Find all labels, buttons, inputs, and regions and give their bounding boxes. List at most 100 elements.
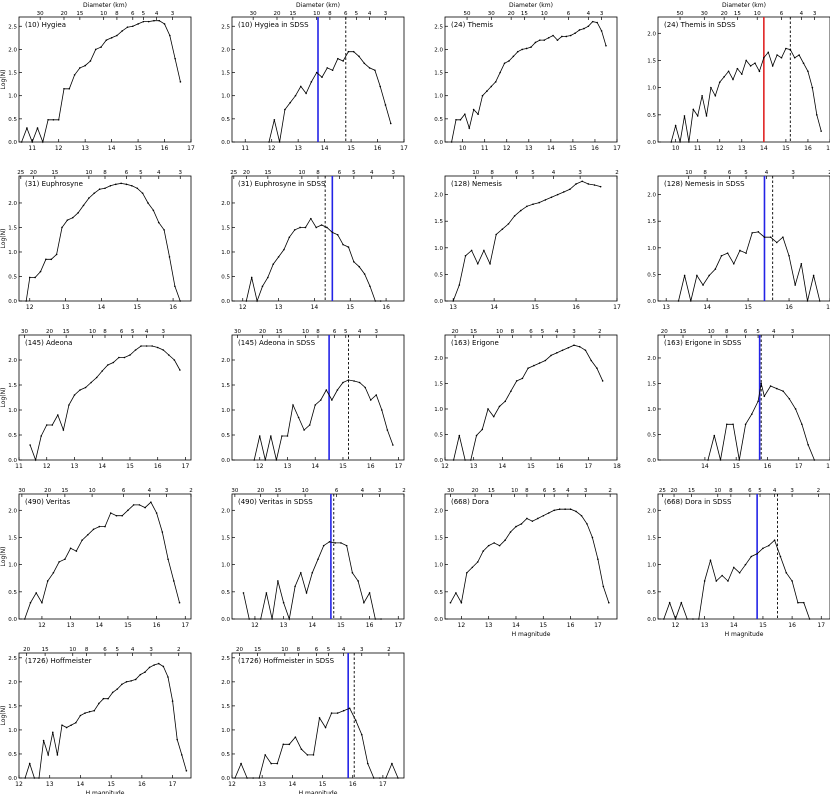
data-point [713,434,716,437]
data-point [40,435,42,437]
y-tick-label: 0.5 [434,272,443,278]
x-tick-label: 17 [181,622,189,629]
data-point [495,233,497,236]
x-tick-label: 15 [133,304,141,311]
x-tick-label: 14 [703,304,711,311]
y-tick-label: 0.0 [221,458,230,464]
data-point [762,547,764,550]
data-point [464,254,467,257]
series-line [245,217,381,303]
data-point [324,726,327,729]
x-tick-label: 13 [258,781,266,788]
y-tick-label: 0.0 [221,140,230,146]
y-tick-label: 2.0 [8,508,17,514]
data-point [272,263,275,266]
data-point [305,92,307,95]
top-tick-label: 4 [358,329,362,335]
x-tick-label: 13 [701,622,709,629]
data-point [596,21,598,24]
x-tick-label: 15 [732,463,740,470]
data-point [347,246,350,248]
data-point [813,459,816,461]
data-point [515,380,518,382]
data-point [331,69,334,72]
y-tick-label: 2.5 [221,24,230,30]
top-tick-label: 5 [552,488,556,494]
data-point [55,253,58,256]
data-point [271,618,273,620]
x-tick-label: 15 [531,304,539,311]
panel-6: 12 13 14 15 16 0.0 0.5 1.0 1.5 2.0 25 20 15 10 8 6 5 4 3 (3… [221,170,405,311]
series-line [29,345,181,462]
top-axis-label: Diameter (km) [509,2,553,9]
data-point [310,81,313,83]
top-tick-label: 20 [452,329,459,335]
data-point [155,512,158,514]
data-point [587,25,590,28]
top-tick-label: 8 [297,647,301,653]
top-axis-label: Diameter (km) [722,2,766,9]
data-point [282,743,285,746]
panel-17: 12 13 14 15 16 17 0.0 0.5 1.0 1.5 2.0 2.5 20 15 10 8 6 5 4… [0,647,192,794]
top-tick-label: 25 [17,170,24,176]
data-point [348,707,351,710]
x-tick-label: 15 [124,622,132,629]
data-point [342,60,344,62]
data-point [345,544,348,547]
y-tick-label: 1.5 [221,704,230,710]
y-tick-label: 1.0 [8,408,17,414]
top-tick-label: 10 [496,329,503,335]
data-point [131,25,134,28]
x-tick-label: 14 [95,622,103,629]
x-tick-label: 15 [569,145,577,152]
panel-title: (490) Veritas in SDSS [238,498,313,506]
top-tick-label: 6 [543,488,547,494]
top-tick-label: 15 [264,170,271,176]
y-tick-label: 0.5 [647,113,656,119]
y-tick-label: 0.5 [221,117,230,123]
data-point [178,601,181,604]
top-tick-label: 8 [511,329,515,335]
x-tick-label: 13 [284,463,292,470]
y-tick-label: 0.0 [434,299,443,305]
data-point [493,542,495,544]
data-point [745,252,747,254]
y-tick-label: 1.0 [647,407,656,413]
data-point [270,435,272,437]
data-point [516,50,519,53]
y-tick-label: 1.5 [221,225,230,231]
data-point [33,777,36,779]
data-point [358,381,361,384]
top-tick-label: 2 [817,488,821,494]
data-point [286,435,289,437]
top-tick-label: 10 [541,11,548,17]
panel-9: 11 12 13 14 15 16 17 0.0 0.5 1.0 1.5 2.0 30 20 15 10 8 6 5… [0,329,192,470]
panel-title: (145) Adeona [25,339,72,347]
data-point [334,542,337,544]
top-tick-label: 5 [352,170,356,176]
data-point [775,241,778,244]
data-point [788,254,790,257]
y-tick-label: 0.0 [434,458,443,464]
panel-title: (163) Erigone [451,339,499,347]
data-point [482,550,485,552]
data-point [340,542,342,544]
top-tick-label: 3 [584,488,588,494]
top-tick-label: 4 [772,329,776,335]
top-tick-label: 10 [89,488,96,494]
panel-14: 12 13 14 15 16 17 0.0 0.5 1.0 1.5 2.0 30 20 15 10 6 4 3 2 (… [221,488,406,629]
panel-title: (163) Erigone in SDSS [664,339,742,347]
data-point [593,184,596,186]
panel-13: 12 13 14 15 16 17 0.0 0.5 1.0 1.5 2.0 30 20 15 10 6 4 3 2 L… [0,488,193,629]
x-tick-label: 14 [730,622,738,629]
data-point [750,555,753,558]
top-tick-label: 15 [63,329,70,335]
data-point [171,700,174,702]
data-point [116,34,118,37]
x-tick-label: 14 [98,304,106,311]
data-point [744,423,747,426]
data-point [744,563,747,566]
data-point [142,20,145,23]
top-tick-label: 15 [521,11,528,17]
y-tick-label: 1.5 [8,383,17,389]
